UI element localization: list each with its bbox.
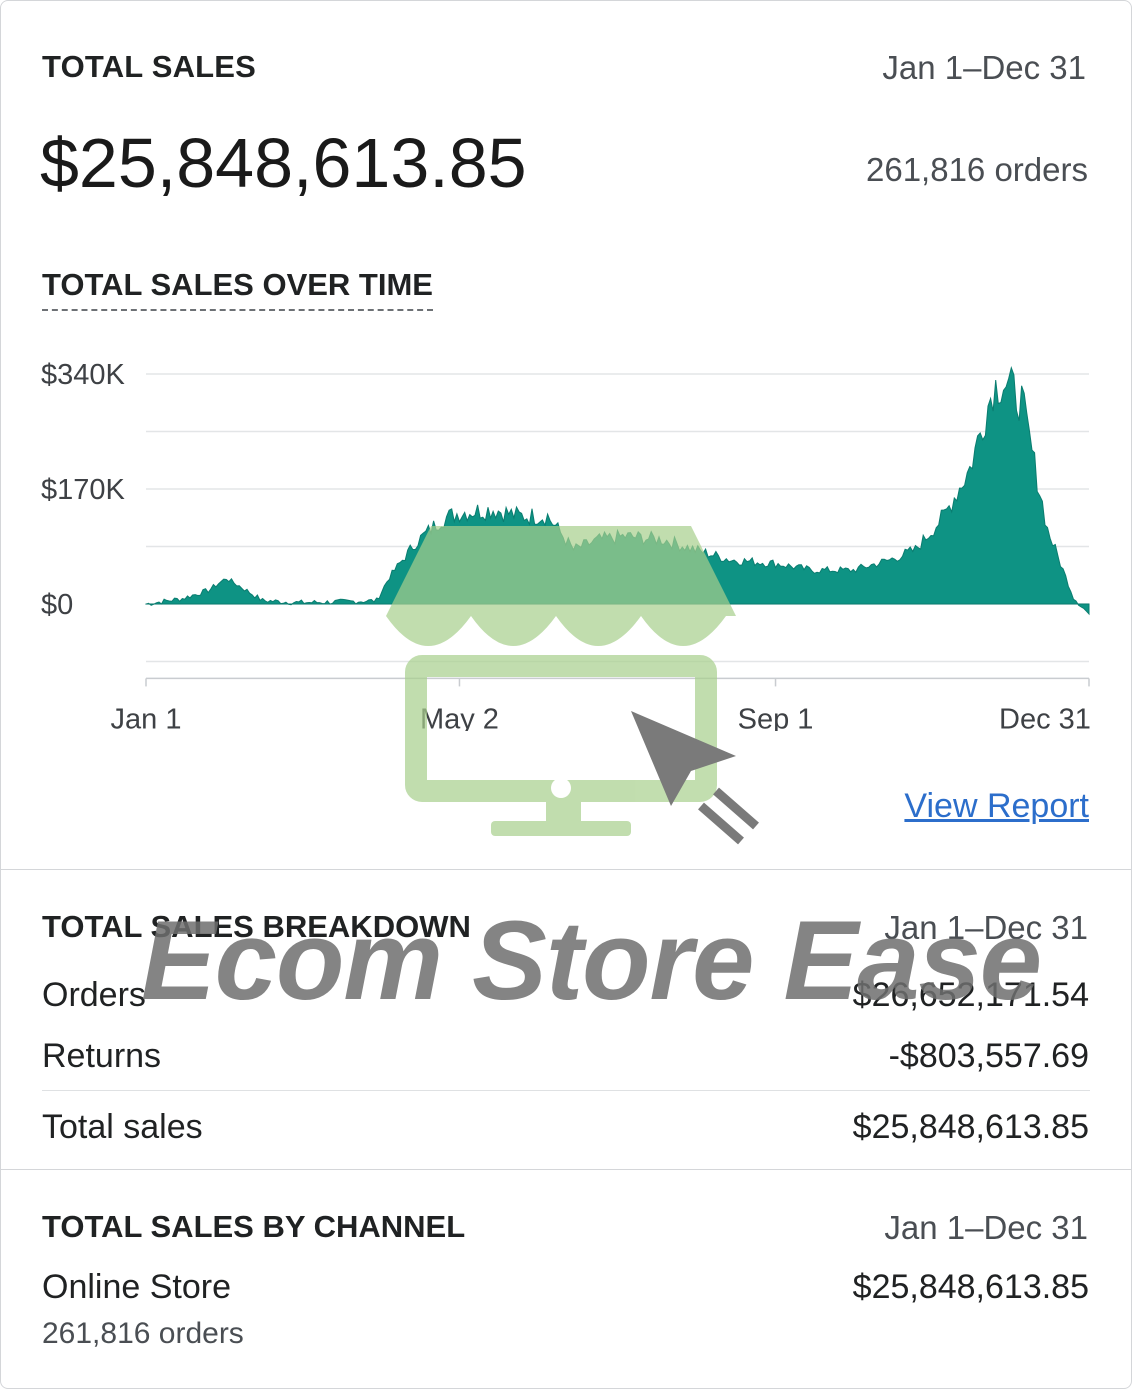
x-tick-label: Sep 1	[738, 703, 814, 731]
watermark-text: Ecom Store Ease	[141, 898, 1042, 1023]
channel-value: $25,848,613.85	[852, 1268, 1089, 1306]
orders-row-value: $26,652,171.54	[852, 976, 1089, 1014]
y-tick-label: $340K	[41, 359, 126, 391]
section-divider	[1, 869, 1131, 870]
total-sales-title: TOTAL SALES	[42, 49, 257, 84]
orders-row-label: Orders	[42, 976, 146, 1014]
y-tick-label: $170K	[41, 474, 126, 506]
y-axis-ticks: $0 $170K $340K	[41, 359, 126, 621]
returns-row-label: Returns	[42, 1037, 162, 1075]
x-tick-label: Dec 31	[999, 703, 1091, 731]
y-tick-label: $0	[41, 589, 73, 621]
x-tick-label: May 2	[420, 703, 499, 731]
x-axis: Jan 1 May 2 Sep 1 Dec 31	[111, 677, 1091, 731]
breakdown-title: TOTAL SALES BREAKDOWN	[42, 909, 471, 944]
channel-orders: 261,816 orders	[42, 1317, 244, 1350]
total-sales-row-value: $25,848,613.85	[852, 1108, 1089, 1146]
returns-row-value: -$803,557.69	[888, 1037, 1089, 1075]
channel-name: Online Store	[42, 1268, 231, 1306]
view-report-link[interactable]: View Report	[904, 787, 1089, 825]
cursor-icon	[631, 711, 736, 806]
channel-date-range: Jan 1–Dec 31	[884, 1209, 1088, 1246]
sales-over-time-title[interactable]: TOTAL SALES OVER TIME	[42, 267, 433, 311]
x-tick-label: Jan 1	[111, 703, 182, 731]
orders-count: 261,816 orders	[866, 151, 1088, 188]
header-date-range: Jan 1–Dec 31	[882, 49, 1086, 86]
row-divider	[42, 1090, 1090, 1091]
total-sales-row-label: Total sales	[42, 1108, 203, 1146]
store-logo-watermark	[386, 526, 759, 845]
channel-title: TOTAL SALES BY CHANNEL	[42, 1209, 466, 1244]
breakdown-date-range: Jan 1–Dec 31	[884, 909, 1088, 946]
section-divider	[1, 1169, 1131, 1170]
total-sales-amount: $25,848,613.85	[40, 124, 527, 202]
awning-icon	[386, 526, 736, 616]
